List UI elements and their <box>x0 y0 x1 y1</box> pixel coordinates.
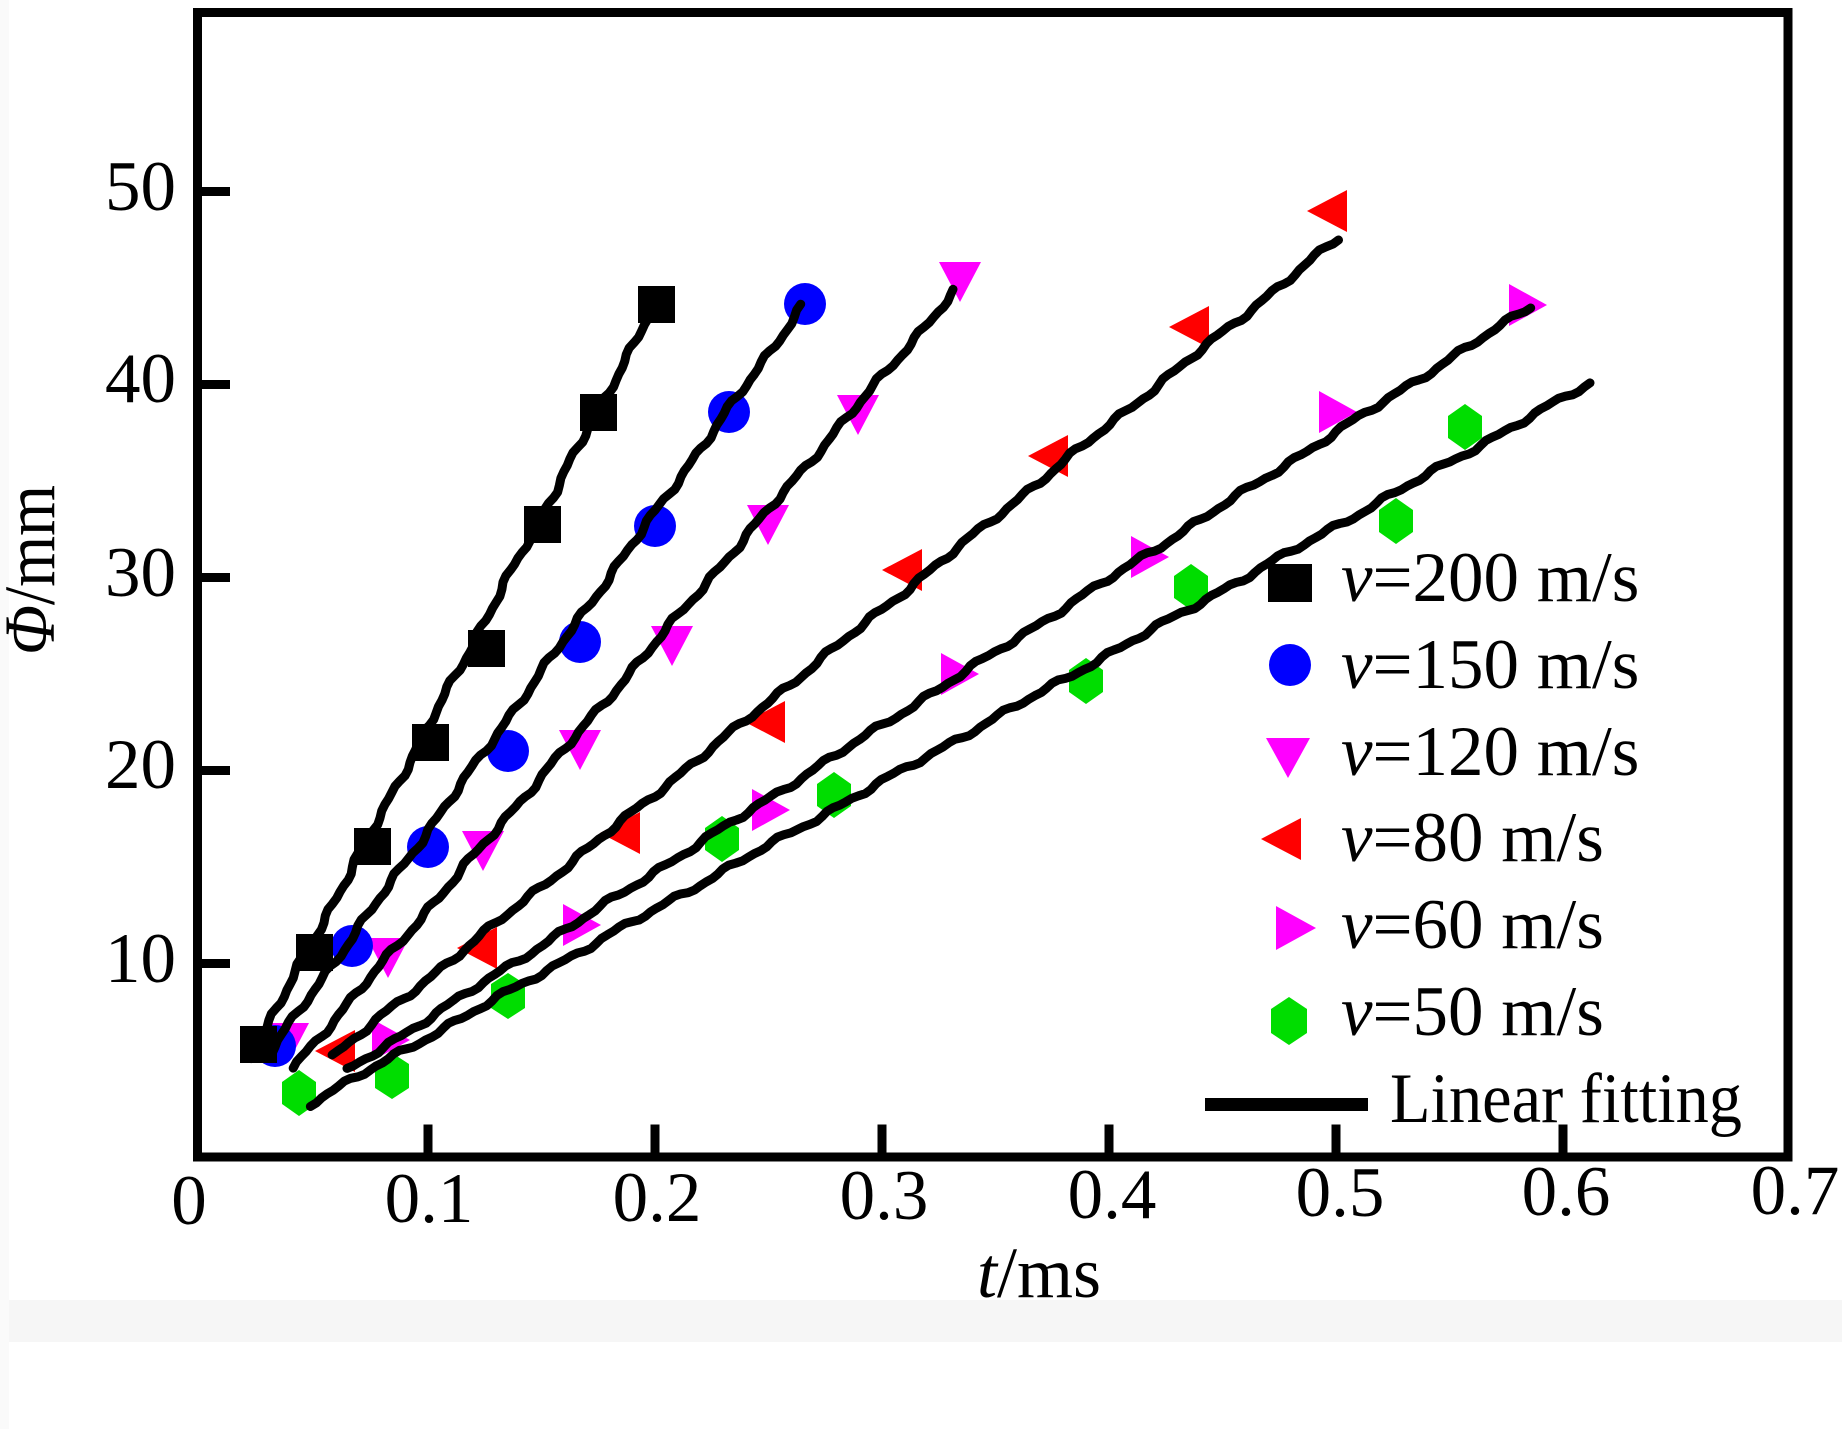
svg-text:0.3: 0.3 <box>840 1157 929 1235</box>
svg-text:v=80 m/s: v=80 m/s <box>1341 799 1604 877</box>
svg-text:Linear fitting: Linear fitting <box>1390 1060 1742 1138</box>
svg-text:Φ/mm: Φ/mm <box>0 485 70 655</box>
svg-text:v=150 m/s: v=150 m/s <box>1341 626 1639 704</box>
svg-text:v=120 m/s: v=120 m/s <box>1341 713 1639 791</box>
svg-text:v=200 m/s: v=200 m/s <box>1341 539 1639 617</box>
svg-text:40: 40 <box>105 340 176 418</box>
svg-text:v=60 m/s: v=60 m/s <box>1341 886 1604 964</box>
svg-text:0.2: 0.2 <box>613 1159 702 1237</box>
svg-text:0.6: 0.6 <box>1522 1153 1611 1231</box>
svg-text:0: 0 <box>171 1162 207 1240</box>
svg-text:t/ms: t/ms <box>977 1233 1101 1313</box>
svg-text:30: 30 <box>105 534 176 612</box>
svg-text:0.5: 0.5 <box>1296 1154 1385 1232</box>
svg-text:20: 20 <box>105 726 176 804</box>
svg-text:50: 50 <box>105 148 176 226</box>
svg-text:0.7: 0.7 <box>1751 1152 1840 1230</box>
svg-text:0.1: 0.1 <box>385 1160 474 1238</box>
svg-text:0.4: 0.4 <box>1068 1156 1157 1234</box>
svg-text:10: 10 <box>105 920 176 998</box>
svg-text:v=50 m/s: v=50 m/s <box>1341 973 1604 1051</box>
